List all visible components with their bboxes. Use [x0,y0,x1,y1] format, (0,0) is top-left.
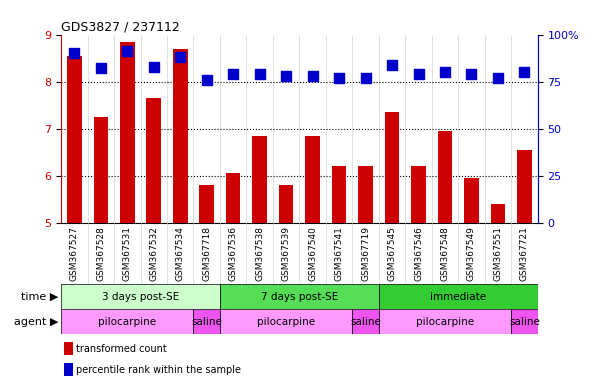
Point [467,71,477,77]
Point [360,75,370,81]
Text: pilocarpine: pilocarpine [98,316,156,327]
Point [387,61,397,68]
Text: GSM367548: GSM367548 [441,226,450,281]
Text: 3 days post-SE: 3 days post-SE [102,291,179,302]
Point [255,71,265,77]
Bar [194,309,220,334]
Point [308,73,318,79]
Text: saline: saline [509,316,540,327]
Text: GSM367719: GSM367719 [361,226,370,281]
Text: GSM367718: GSM367718 [202,226,211,281]
Text: GSM367545: GSM367545 [387,226,397,281]
Text: 7 days post-SE: 7 days post-SE [261,291,338,302]
Bar [173,49,188,223]
Bar [358,166,373,223]
Text: GSM367551: GSM367551 [494,226,502,281]
Bar [199,185,214,223]
Bar [379,309,511,334]
Text: GSM367528: GSM367528 [97,226,105,281]
Text: GSM367549: GSM367549 [467,226,476,281]
Bar [120,41,134,223]
Text: immediate: immediate [430,291,486,302]
Text: GSM367527: GSM367527 [70,226,79,281]
Bar [252,136,267,223]
Bar [61,309,194,334]
Bar [220,284,379,309]
Point [334,75,344,81]
Text: saline: saline [191,316,222,327]
Bar [147,98,161,223]
Text: GSM367541: GSM367541 [335,226,343,281]
Point [519,69,529,75]
Bar [353,309,379,334]
Text: GDS3827 / 237112: GDS3827 / 237112 [61,20,180,33]
Text: saline: saline [350,316,381,327]
Bar [93,117,108,223]
Bar [220,309,353,334]
Text: time ▶: time ▶ [21,291,58,302]
Text: pilocarpine: pilocarpine [416,316,474,327]
Bar [411,166,426,223]
Point [122,48,132,55]
Text: GSM367538: GSM367538 [255,226,264,281]
Text: GSM367540: GSM367540 [308,226,317,281]
Text: GSM367532: GSM367532 [149,226,158,281]
Text: percentile rank within the sample: percentile rank within the sample [76,365,241,375]
Bar [517,150,532,223]
Point [281,73,291,79]
Point [440,69,450,75]
Text: GSM367539: GSM367539 [282,226,291,281]
Bar [491,204,505,223]
Text: GSM367531: GSM367531 [123,226,132,281]
Text: GSM367534: GSM367534 [176,226,185,281]
Text: transformed count: transformed count [76,344,167,354]
Bar [379,284,538,309]
Text: agent ▶: agent ▶ [13,316,58,327]
Point [70,50,79,56]
Point [493,75,503,81]
Point [414,71,423,77]
Point [96,65,106,71]
Bar [385,112,400,223]
Point [202,77,211,83]
Bar [61,284,220,309]
Bar [306,136,320,223]
Point [229,71,238,77]
Bar [226,173,241,223]
Point [149,63,159,70]
Bar [511,309,538,334]
Point [175,54,185,60]
Text: pilocarpine: pilocarpine [257,316,315,327]
Text: GSM367721: GSM367721 [520,226,529,281]
Bar [279,185,293,223]
Bar [332,166,346,223]
Bar [464,178,479,223]
Text: GSM367546: GSM367546 [414,226,423,281]
Text: GSM367536: GSM367536 [229,226,238,281]
Bar [437,131,452,223]
Bar [67,56,82,223]
